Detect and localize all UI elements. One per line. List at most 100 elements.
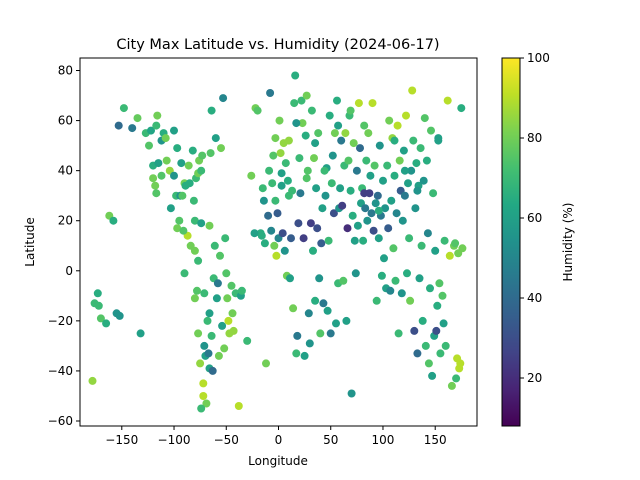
- data-point: [292, 349, 301, 358]
- data-point: [363, 216, 372, 225]
- data-point: [344, 156, 353, 165]
- data-point: [329, 209, 338, 218]
- data-point: [237, 286, 246, 295]
- data-point: [379, 176, 387, 185]
- data-point: [157, 171, 166, 180]
- data-points: [88, 71, 467, 413]
- x-tick-label: 50: [323, 433, 338, 447]
- data-point: [327, 179, 336, 188]
- data-point: [270, 241, 279, 250]
- data-point: [307, 106, 316, 115]
- data-point: [269, 151, 278, 160]
- data-point: [273, 209, 282, 218]
- colorbar-ticks: 20 40 60 80 100: [520, 51, 550, 385]
- data-point: [247, 171, 256, 180]
- data-point: [313, 224, 322, 233]
- data-point: [303, 166, 312, 175]
- data-point: [243, 336, 252, 345]
- data-point: [277, 169, 286, 178]
- data-point: [301, 131, 310, 140]
- data-point: [162, 156, 171, 165]
- data-point: [377, 271, 386, 280]
- data-point: [312, 184, 321, 193]
- data-point: [368, 99, 377, 108]
- data-point: [190, 246, 199, 255]
- data-point: [271, 134, 280, 143]
- data-point: [197, 219, 206, 228]
- data-point: [276, 149, 285, 158]
- data-point: [180, 269, 189, 278]
- data-point: [420, 114, 429, 123]
- data-point: [451, 239, 460, 248]
- data-point: [166, 204, 175, 213]
- data-point: [380, 254, 388, 263]
- data-point: [422, 156, 431, 165]
- data-point: [88, 376, 97, 385]
- data-point: [184, 161, 193, 170]
- data-point: [250, 229, 259, 238]
- data-point: [315, 274, 324, 283]
- data-point: [317, 239, 326, 248]
- data-point: [409, 136, 418, 145]
- data-point: [328, 151, 337, 160]
- data-point: [407, 166, 416, 175]
- data-point: [375, 141, 384, 150]
- data-point: [305, 339, 314, 348]
- data-point: [434, 136, 443, 145]
- data-point: [297, 96, 306, 105]
- data-point: [205, 221, 214, 230]
- data-point: [432, 326, 441, 335]
- data-point: [299, 234, 308, 243]
- data-point: [114, 121, 123, 130]
- x-tick-label: 0: [275, 433, 283, 447]
- data-point: [136, 329, 145, 338]
- data-point: [316, 329, 325, 338]
- data-point: [392, 209, 401, 218]
- data-point: [210, 241, 219, 250]
- data-point: [161, 134, 170, 143]
- data-point: [429, 189, 438, 198]
- data-point: [457, 104, 466, 113]
- data-point: [456, 359, 465, 368]
- data-point: [393, 121, 402, 130]
- data-point: [361, 204, 370, 213]
- data-point: [151, 181, 160, 190]
- data-point: [175, 216, 184, 225]
- colorbar-tick-label: 60: [527, 211, 542, 225]
- data-point: [214, 351, 223, 360]
- data-point: [128, 124, 137, 133]
- data-point: [334, 121, 343, 130]
- data-point: [218, 321, 227, 330]
- data-point: [325, 111, 334, 120]
- data-point: [145, 141, 153, 150]
- chart-title: City Max Latitude vs. Humidity (2024-06-…: [116, 37, 439, 53]
- data-point: [205, 309, 214, 318]
- y-tick-label: 20: [58, 214, 73, 228]
- data-point: [206, 149, 215, 158]
- data-point: [253, 106, 262, 115]
- data-point: [338, 201, 347, 210]
- data-point: [370, 161, 379, 170]
- data-point: [207, 106, 216, 115]
- data-point: [190, 294, 199, 303]
- data-point: [341, 129, 350, 138]
- data-point: [196, 359, 205, 368]
- data-point: [268, 179, 277, 188]
- data-point: [264, 211, 273, 220]
- data-point: [356, 144, 364, 153]
- data-point: [234, 402, 243, 410]
- data-point: [369, 226, 378, 235]
- data-point: [364, 129, 373, 138]
- y-tick-label: 0: [65, 264, 73, 278]
- data-point: [400, 191, 409, 200]
- data-point: [217, 144, 225, 153]
- data-point: [291, 71, 300, 80]
- data-point: [298, 119, 307, 128]
- data-point: [194, 256, 203, 265]
- data-point: [323, 306, 332, 315]
- data-point: [271, 196, 280, 205]
- data-point: [428, 371, 437, 380]
- data-point: [152, 121, 161, 130]
- data-point: [413, 186, 422, 195]
- data-point: [353, 221, 362, 230]
